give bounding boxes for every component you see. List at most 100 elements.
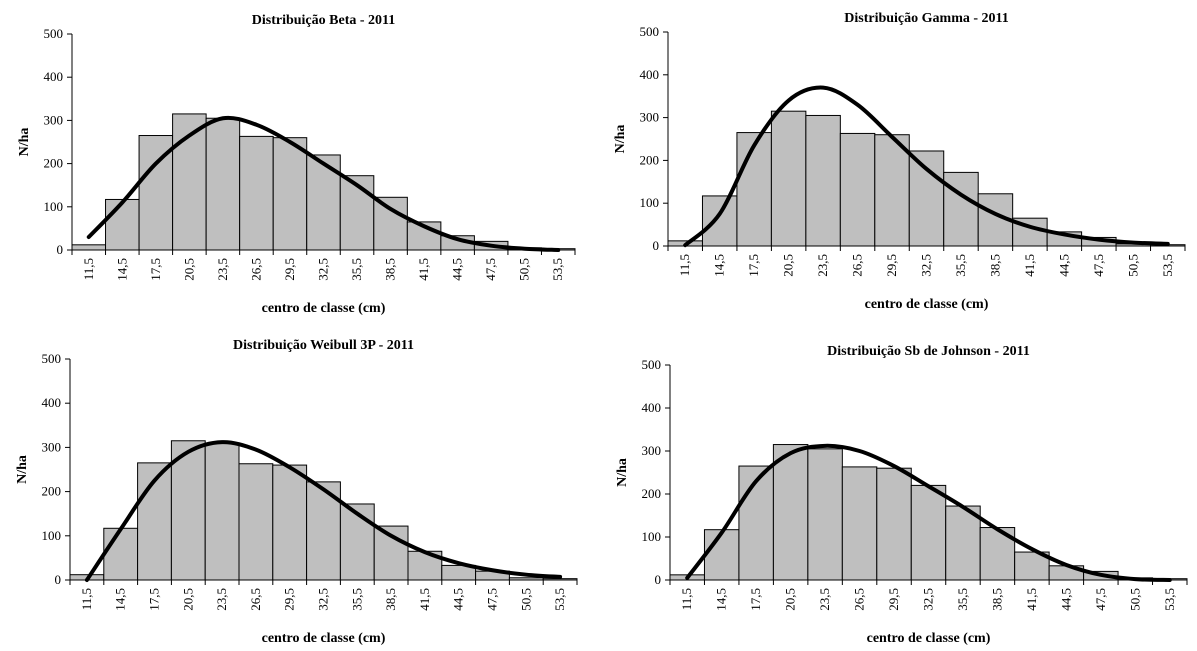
bar: [839, 132, 876, 247]
chart-panel-weibull: Distribuição Weibull 3P - 2011 0 100 200 300…: [0, 325, 598, 650]
x-tick-label: 44,5: [451, 588, 466, 611]
y-axis-label: N/ha: [15, 455, 30, 484]
x-tick-label: 32,5: [316, 258, 331, 281]
bar: [943, 171, 979, 247]
x-tick-label: 35,5: [349, 258, 364, 281]
bar: [772, 444, 809, 581]
x-tick-label: 35,5: [953, 254, 968, 277]
x-tick-label: 17,5: [147, 588, 162, 611]
y-tick-label: 300: [42, 439, 62, 454]
y-tick-label: 100: [642, 529, 662, 544]
y-tick-label: 300: [44, 112, 64, 127]
bar: [239, 135, 274, 251]
y-tick-label: 100: [640, 195, 660, 210]
y-tick-label: 0: [57, 242, 64, 257]
fitted-curve: [683, 85, 1170, 248]
x-tick-label: 26,5: [852, 588, 867, 611]
x-tick-label: 17,5: [746, 254, 761, 277]
y-tick-label: 200: [640, 152, 660, 167]
bar: [204, 442, 240, 581]
x-tick-label: 26,5: [248, 258, 263, 281]
y-tick-label: 0: [653, 238, 660, 253]
x-tick-label: 41,5: [417, 588, 432, 611]
y-tick-label: 400: [640, 67, 660, 82]
x-tick-label: 38,5: [987, 254, 1002, 277]
bar: [807, 448, 843, 581]
y-axis-label: N/ha: [17, 128, 32, 157]
bar: [770, 110, 807, 247]
x-tick-label: 47,5: [485, 588, 500, 611]
chart-title: Distribuição Weibull 3P - 2011: [233, 338, 414, 353]
x-tick-label: 23,5: [815, 254, 830, 277]
bar: [238, 463, 274, 581]
y-tick-label: 0: [655, 572, 662, 587]
x-tick-label: 47,5: [483, 258, 498, 281]
y-tick-label: 500: [42, 351, 62, 366]
x-tick-label: 32,5: [921, 588, 936, 611]
y-tick-label: 200: [642, 486, 662, 501]
x-tick-label: 17,5: [748, 588, 763, 611]
y-tick-label: 300: [642, 443, 662, 458]
x-tick-label: 29,5: [884, 254, 899, 277]
bar: [103, 527, 139, 581]
chart-svg: Distribuição Sb de Johnson - 2011 0 100 200…: [615, 344, 1188, 646]
x-tick-label: 23,5: [817, 588, 832, 611]
bar: [339, 175, 375, 251]
y-tick-label: 300: [640, 110, 660, 125]
fitted-curve: [84, 440, 563, 582]
x-tick-label: 53,5: [1160, 254, 1175, 277]
bar: [272, 464, 308, 581]
x-axis-label: centro de classe (cm): [865, 297, 989, 312]
x-tick-label: 53,5: [552, 588, 567, 611]
x-tick-label: 29,5: [282, 258, 297, 281]
x-tick-label: 44,5: [450, 258, 465, 281]
x-tick-label: 38,5: [383, 588, 398, 611]
bar: [945, 505, 981, 581]
x-tick-label: 41,5: [416, 258, 431, 281]
chart-panel-beta: Distribuição Beta - 2011 0 100 200 300 400 500…: [0, 0, 598, 325]
x-tick-label: 50,5: [518, 588, 533, 611]
x-tick-label: 17,5: [148, 258, 163, 281]
fitted-curve: [685, 443, 1172, 582]
x-tick-label: 32,5: [316, 588, 331, 611]
x-tick-label: 11,5: [79, 588, 94, 610]
x-axis-label: centro de classe (cm): [262, 301, 386, 316]
x-tick-label: 53,5: [1162, 588, 1177, 611]
y-tick-label: 500: [44, 26, 64, 41]
x-tick-label: 41,5: [1022, 254, 1037, 277]
x-tick-label: 38,5: [989, 588, 1004, 611]
bar: [874, 134, 910, 247]
y-tick-label: 500: [640, 24, 660, 39]
bar: [373, 196, 408, 251]
x-tick-label: 14,5: [712, 254, 727, 277]
bar: [908, 150, 945, 247]
bar: [805, 114, 841, 247]
x-tick-label: 50,5: [1125, 254, 1140, 277]
bar: [701, 195, 738, 247]
x-tick-label: 47,5: [1093, 588, 1108, 611]
chart-svg: Distribuição Gamma - 2011 0 100 200 300 400 50…: [613, 11, 1186, 312]
x-tick-label: 14,5: [113, 588, 128, 611]
x-tick-label: 53,5: [550, 258, 565, 281]
bar: [876, 467, 912, 581]
bar: [71, 244, 107, 251]
chart-title: Distribuição Gamma - 2011: [844, 11, 1009, 26]
x-tick-label: 32,5: [919, 254, 934, 277]
x-tick-label: 35,5: [955, 588, 970, 611]
x-tick-label: 41,5: [1024, 588, 1039, 611]
chart-svg: Distribuição Weibull 3P - 2011 0 100 200 300…: [15, 338, 578, 646]
y-tick-label: 400: [642, 400, 662, 415]
chart-panel-gamma: Distribuição Gamma - 2011 0 100 200 300 400 50…: [598, 0, 1196, 325]
x-tick-label: 26,5: [850, 254, 865, 277]
y-tick-label: 500: [642, 357, 662, 372]
bar: [910, 484, 947, 581]
bar: [736, 132, 772, 247]
x-tick-label: 29,5: [282, 588, 297, 611]
fitted-curve: [86, 115, 561, 252]
y-axis-label: N/ha: [615, 458, 630, 487]
x-tick-label: 44,5: [1056, 254, 1071, 277]
x-tick-label: 26,5: [248, 588, 263, 611]
bar: [272, 137, 308, 251]
bar: [841, 466, 878, 581]
x-tick-label: 14,5: [714, 588, 729, 611]
